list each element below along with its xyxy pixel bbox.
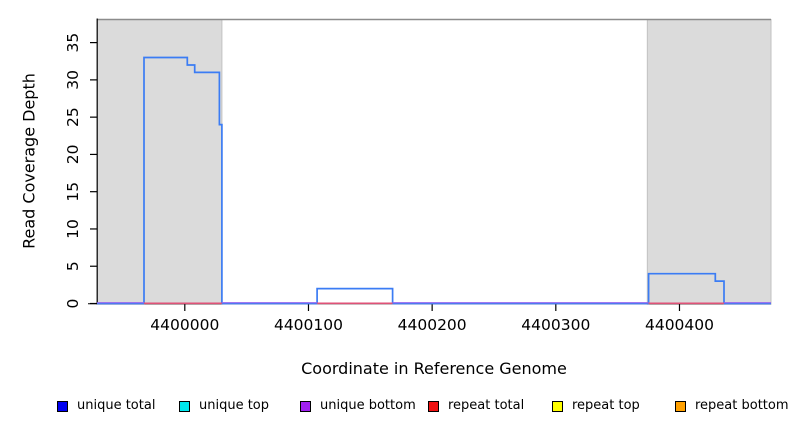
y-tick-label: 30: [64, 70, 82, 90]
legend-item-unique-top: unique top: [179, 398, 269, 414]
y-tick-label: 25: [64, 107, 82, 127]
x-tick-label: 4400200: [398, 316, 467, 334]
legend-swatch-unique-bottom: [300, 400, 311, 412]
y-axis-title: Read Coverage Depth: [19, 73, 39, 249]
unique-total-line: [97, 56, 771, 305]
legend-swatch-repeat-top: [552, 400, 563, 412]
legend-swatch-repeat-bottom: [675, 400, 686, 412]
repeat-region-shade: [646, 19, 772, 305]
legend-label: repeat total: [448, 398, 525, 413]
y-tick-label: 5: [64, 261, 82, 271]
y-tick-label: 0: [64, 299, 82, 309]
legend-label: unique total: [77, 398, 156, 413]
y-tick-label: 20: [64, 145, 82, 165]
y-tick-label: 15: [64, 182, 82, 202]
x-tick-label: 4400100: [274, 316, 343, 334]
legend-label: repeat bottom: [695, 398, 789, 413]
y-tick-label: 35: [64, 33, 82, 53]
legend-swatch-repeat-total: [428, 400, 439, 412]
x-tick-label: 4400400: [645, 316, 714, 334]
coverage-chart-plot-area: 0 5 10 15 20 25 30 35 4400000 4400100 4400200 44003…: [64, 18, 772, 334]
legend-item-repeat-total: repeat total: [428, 398, 524, 414]
legend-label: repeat top: [572, 398, 640, 413]
legend-label: unique top: [199, 398, 270, 413]
legend-item-repeat-top: repeat top: [552, 398, 640, 414]
legend-item-repeat-bottom: repeat bottom: [675, 398, 789, 414]
legend-swatch-unique-top: [179, 400, 190, 412]
repeat-region-shade: [96, 19, 223, 305]
x-tick-label: 4400000: [150, 316, 219, 334]
legend: unique total unique top unique bottom re…: [0, 398, 792, 418]
x-axis-title: Coordinate in Reference Genome: [301, 359, 567, 378]
legend-item-unique-bottom: unique bottom: [300, 398, 416, 414]
legend-label: unique bottom: [320, 398, 416, 413]
legend-swatch-unique-total: [57, 400, 68, 412]
y-tick-label: 10: [64, 219, 82, 239]
x-tick-label: 4400300: [521, 316, 590, 334]
legend-item-unique-total: unique total: [57, 398, 155, 414]
